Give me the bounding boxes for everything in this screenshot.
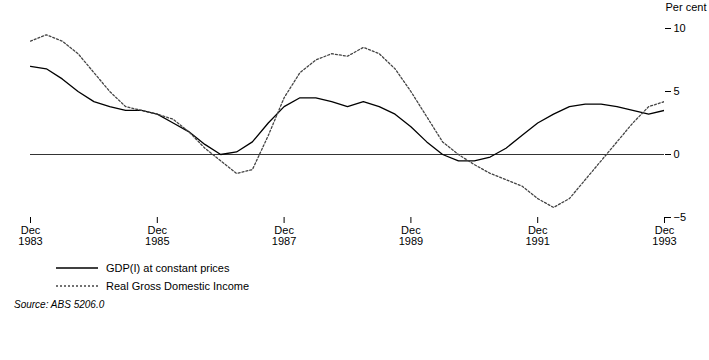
svg-text:Dec1983: Dec1983	[18, 224, 42, 247]
svg-text:Dec1987: Dec1987	[272, 224, 296, 247]
svg-text:Dec1985: Dec1985	[145, 224, 169, 247]
svg-text:10: 10	[674, 22, 686, 34]
html-text:GDP(I) at constant prices: GDP(I) at constant prices	[106, 262, 230, 274]
html-text:Source: ABS 5206.0: Source: ABS 5206.0	[14, 299, 105, 310]
svg-text:Dec1991: Dec1991	[525, 224, 549, 247]
svg-text:Dec1989: Dec1989	[399, 224, 423, 247]
svg-text:0: 0	[674, 148, 680, 160]
svg-text:Per cent: Per cent	[666, 1, 707, 13]
svg-text:Dec1993: Dec1993	[652, 224, 676, 247]
svg-text:−5: −5	[674, 211, 687, 223]
svg-text:5: 5	[674, 85, 680, 97]
html-text:Real Gross Domestic Income: Real Gross Domestic Income	[106, 280, 249, 292]
